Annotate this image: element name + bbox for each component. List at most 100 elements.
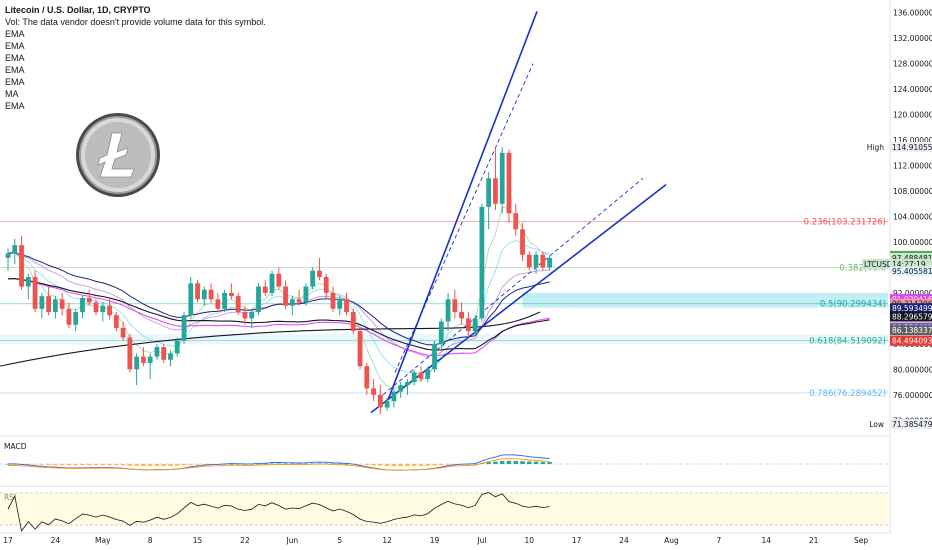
macd-bar	[405, 464, 410, 467]
candle	[445, 292, 451, 332]
macd-bar	[445, 464, 451, 465]
candle-body	[533, 254, 539, 268]
macd-bar	[310, 463, 315, 465]
candle-body	[493, 178, 498, 204]
macd-bar	[263, 463, 268, 465]
symbol-tag-bg	[862, 258, 889, 269]
candle	[384, 397, 390, 411]
candle	[141, 347, 146, 367]
trendline-rising-dashed	[382, 177, 644, 396]
candle	[59, 292, 65, 316]
candle	[432, 340, 437, 373]
time-tick-label: 12	[382, 536, 392, 545]
candle	[249, 308, 255, 328]
macd-bar	[398, 464, 403, 467]
ema-10-line	[7, 240, 550, 375]
macd-bar	[269, 463, 275, 465]
candle-body	[134, 356, 140, 370]
candle	[80, 296, 85, 319]
macd-bar	[39, 464, 45, 465]
price-label: 88.296579	[892, 312, 932, 321]
candle	[337, 296, 343, 316]
candle	[269, 270, 275, 297]
candle	[262, 280, 268, 297]
candle	[201, 286, 207, 306]
candle-body	[520, 229, 525, 255]
indicator-label-5[interactable]: EMA	[5, 77, 25, 87]
macd-bar	[290, 463, 295, 465]
high-value-bg	[890, 142, 932, 153]
macd-bar	[520, 461, 525, 464]
candle-body	[425, 369, 431, 379]
candle	[452, 289, 458, 319]
candle-body	[100, 305, 106, 313]
candle	[289, 296, 295, 316]
price-label-bg	[890, 311, 932, 322]
time-tick-label: 19	[430, 536, 440, 545]
price-label-bg	[890, 303, 932, 314]
candle	[391, 388, 397, 408]
candle-body	[73, 312, 79, 325]
macd-bar	[168, 464, 173, 466]
candle	[479, 203, 485, 322]
ema-20-line	[7, 252, 550, 357]
time-tick-label: 22	[240, 536, 250, 545]
axes: 72.00000076.00000080.00000084.00000088.0…	[3, 0, 932, 550]
symbol-title[interactable]: Litecoin / U.S. Dollar, 1D, CRYPTO	[5, 5, 151, 15]
candle-body	[479, 206, 485, 319]
candle-body	[19, 245, 24, 287]
indicator-label-2[interactable]: EMA	[5, 41, 25, 51]
candle-body	[405, 382, 410, 386]
low-value-bg	[890, 419, 932, 430]
price-label-bg	[890, 335, 932, 346]
macd-bar	[53, 464, 58, 466]
candle	[425, 366, 431, 383]
candle	[73, 308, 79, 332]
candle	[188, 276, 194, 319]
price-tick-label: 136.000000	[893, 9, 932, 18]
high-tag: High	[867, 143, 884, 152]
candle	[310, 267, 316, 290]
candle	[127, 334, 133, 373]
candle	[229, 283, 234, 300]
candle	[499, 147, 505, 214]
candle	[317, 257, 322, 281]
macd-bar	[506, 460, 512, 464]
candle	[195, 280, 200, 303]
macd-bar	[493, 461, 498, 464]
macd-bar	[391, 464, 397, 467]
price-label: 14:27:19	[892, 260, 926, 269]
rsi-line	[7, 492, 550, 532]
candle-body	[222, 292, 228, 309]
time-tick-label: Aug	[664, 536, 679, 545]
ema-30-line	[7, 252, 550, 346]
indicator-label-1[interactable]: EMA	[5, 29, 25, 39]
candle	[25, 273, 31, 300]
indicator-label-3[interactable]: EMA	[5, 53, 25, 63]
indicator-label-7[interactable]: EMA	[5, 101, 25, 111]
candle	[459, 302, 464, 325]
macd-bar	[486, 462, 491, 464]
time-tick-label: 17	[572, 536, 582, 545]
macd-bar	[432, 464, 437, 466]
candle-body	[391, 391, 397, 402]
macd-bar	[527, 461, 532, 464]
candle-body	[418, 372, 424, 379]
macd-bar	[540, 461, 546, 464]
time-tick-label: Jul	[476, 536, 486, 545]
candle	[154, 343, 160, 360]
indicator-label-4[interactable]: EMA	[5, 65, 25, 75]
candle	[357, 327, 363, 370]
candle	[330, 286, 336, 313]
candle-body	[39, 296, 45, 309]
price-tick-label: 100.000000	[893, 238, 932, 247]
candle-body	[161, 347, 167, 360]
indicator-label-6[interactable]: MA	[5, 89, 19, 99]
price-tick-label: 124.000000	[893, 85, 932, 94]
candle-body	[66, 308, 72, 325]
candle	[52, 296, 58, 319]
candle-body	[262, 286, 268, 293]
macd-bar	[500, 460, 505, 464]
candle	[66, 302, 72, 328]
candle-body	[269, 273, 275, 293]
